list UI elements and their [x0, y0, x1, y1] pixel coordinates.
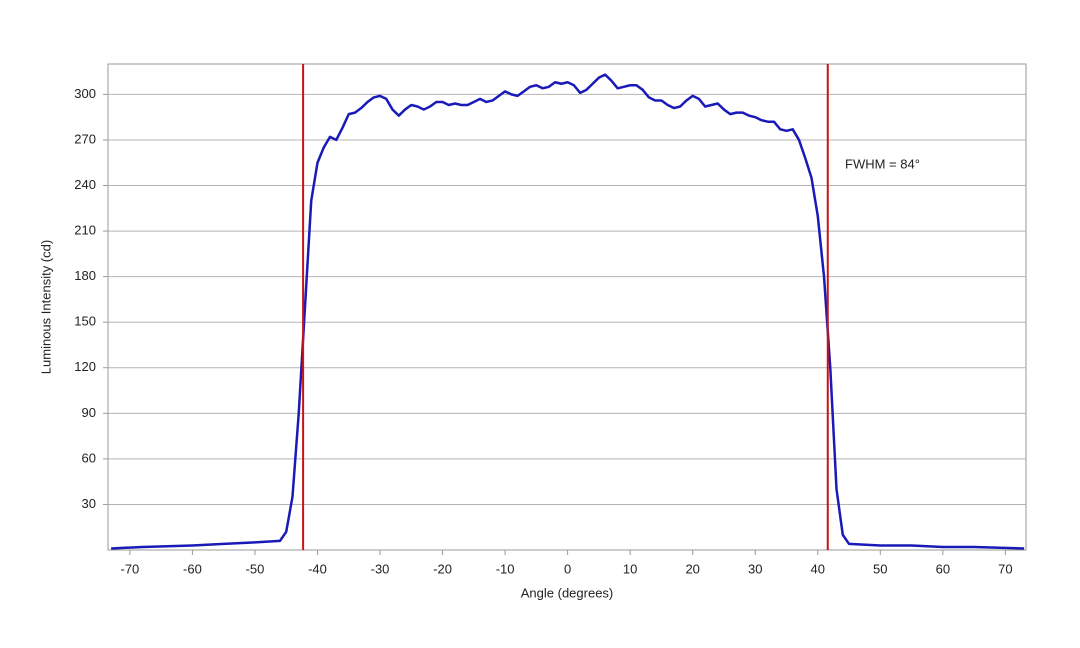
y-tick-label: 60: [82, 450, 96, 465]
plot-frame: [107, 63, 1027, 551]
annotation: FWHM = 84°: [845, 156, 920, 171]
x-tick-label: -70: [120, 561, 139, 576]
x-tick-label: 0: [564, 561, 571, 576]
y-axis-label: Luminous Intensity (cd): [38, 240, 53, 374]
x-tick-label: 50: [873, 561, 887, 576]
y-tick-label: 210: [74, 223, 96, 238]
y-tick-label: 180: [74, 268, 96, 283]
y-tick-label: 150: [74, 314, 96, 329]
x-tick-label: 70: [998, 561, 1012, 576]
y-tick-label: 270: [74, 131, 96, 146]
x-tick-label: 10: [623, 561, 637, 576]
x-tick-label: -40: [308, 561, 327, 576]
x-tick-label: 60: [936, 561, 950, 576]
x-tick-label: 30: [748, 561, 762, 576]
y-tick-label: 240: [74, 177, 96, 192]
y-tick-label: 90: [82, 405, 96, 420]
x-axis-label: Angle (degrees): [521, 585, 614, 600]
x-tick-label: -50: [246, 561, 265, 576]
y-tick-label: 300: [74, 86, 96, 101]
x-tick-label: -10: [496, 561, 515, 576]
x-tick-label: -60: [183, 561, 202, 576]
data-line: [111, 73, 1025, 550]
y-tick-label: 120: [74, 359, 96, 374]
x-tick-label: 20: [685, 561, 699, 576]
x-tick-label: 40: [811, 561, 825, 576]
x-tick-label: -30: [371, 561, 390, 576]
x-tick-label: -20: [433, 561, 452, 576]
y-tick-label: 30: [82, 496, 96, 511]
